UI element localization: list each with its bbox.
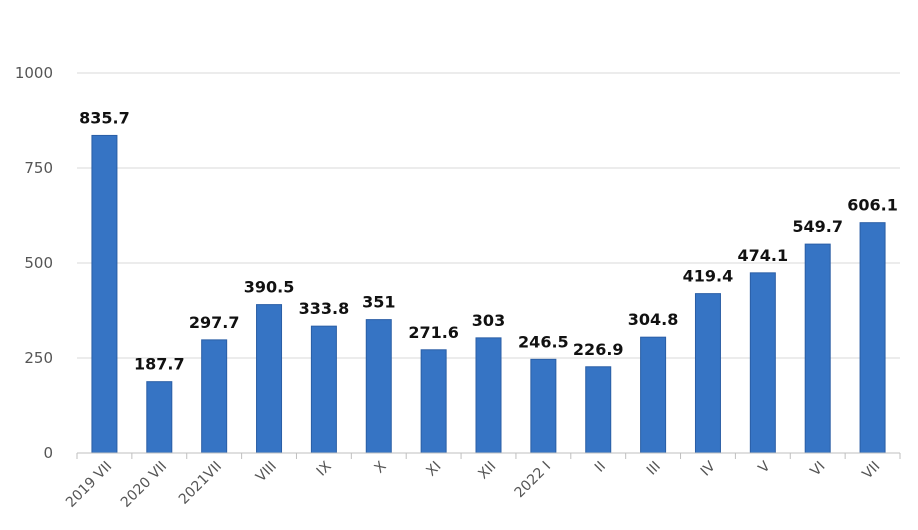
bar xyxy=(585,366,612,454)
x-tick-label: X xyxy=(371,458,389,476)
x-tick-label: 2021VII xyxy=(176,459,225,508)
x-tick-label: VIII xyxy=(253,459,280,486)
data-label: 390.5 xyxy=(244,278,295,297)
bar xyxy=(530,358,557,454)
bar xyxy=(201,339,228,454)
bar xyxy=(749,272,776,454)
x-tick-label: V xyxy=(756,458,774,476)
bar xyxy=(640,336,667,454)
y-tick-label: 1000 xyxy=(15,64,53,82)
y-tick-label: 500 xyxy=(24,254,53,272)
data-label: 549.7 xyxy=(792,217,843,236)
bar xyxy=(859,222,886,454)
x-tick-label: VII xyxy=(859,459,883,483)
data-label: 351 xyxy=(362,293,395,312)
y-axis-ticks: 0 250 500 750 1000 xyxy=(15,64,53,462)
data-label: 474.1 xyxy=(738,246,789,265)
bar xyxy=(256,304,283,454)
y-tick-label: 0 xyxy=(43,444,53,462)
x-tick-label: IV xyxy=(698,458,719,479)
bars xyxy=(91,134,886,454)
bar xyxy=(91,134,118,454)
bar xyxy=(310,325,337,454)
x-tick-label: 2019 VII xyxy=(63,459,115,511)
data-label: 606.1 xyxy=(847,196,898,215)
data-label: 835.7 xyxy=(79,108,130,127)
x-tick-label: II xyxy=(592,459,609,476)
data-label: 297.7 xyxy=(189,313,240,332)
x-tick-label: XII xyxy=(475,459,499,483)
bar xyxy=(146,381,173,454)
x-axis: 2019 VII 2020 VII 2021VII VIII IX X XI XII 2022 … xyxy=(63,452,901,511)
data-label: 333.8 xyxy=(299,299,350,318)
data-label: 303 xyxy=(472,311,505,330)
bar xyxy=(804,243,831,454)
x-tick-label: XI xyxy=(423,459,444,480)
data-label: 187.7 xyxy=(134,355,185,374)
x-tick-label: IX xyxy=(314,458,335,479)
y-tick-label: 250 xyxy=(24,349,53,367)
y-tick-label: 750 xyxy=(24,159,53,177)
bar xyxy=(475,337,502,454)
x-tick-label: 2020 VII xyxy=(118,459,170,511)
bar xyxy=(365,319,392,454)
data-label: 419.4 xyxy=(683,267,734,286)
data-label: 271.6 xyxy=(408,323,459,342)
x-tick-label: VI xyxy=(808,459,829,480)
x-tick-label: III xyxy=(644,459,664,479)
bar xyxy=(694,293,721,454)
data-label: 304.8 xyxy=(628,310,679,329)
x-tick-label: 2022 I xyxy=(512,459,555,502)
data-label: 226.9 xyxy=(573,340,624,359)
bar xyxy=(420,349,447,454)
data-label: 246.5 xyxy=(518,332,569,351)
